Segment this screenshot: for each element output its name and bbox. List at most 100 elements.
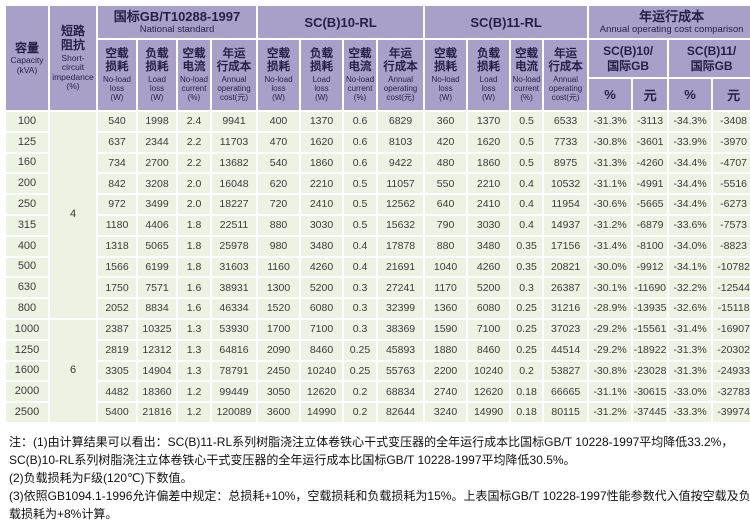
- subcol-label-en: Load loss (W): [148, 74, 166, 102]
- table-row: 250 972 3499 2.0 18227 720 2410 0.5 12562 640 2410…: [4, 193, 750, 216]
- impedance-cell: 6: [48, 317, 98, 424]
- data-cell: 12562: [376, 193, 426, 216]
- data-cell: 16048: [209, 172, 259, 196]
- data-cell: 2387: [96, 317, 138, 341]
- data-cell: 0.6: [342, 130, 379, 154]
- comparison-group-header: SC(B)10/ 国际GB: [587, 37, 670, 80]
- data-cell: 8460: [466, 338, 512, 362]
- data-cell: 2200: [423, 359, 469, 383]
- capacity-cell: 200: [4, 172, 50, 196]
- data-cell: 1.8: [176, 255, 212, 279]
- data-cell: 880: [256, 213, 302, 237]
- table-body: 100 4 540 1998 2.4 9941 400 1370 0.6 6829 360 1370 0…: [4, 110, 750, 424]
- subcol-label-zh: 空载 损耗: [267, 47, 291, 74]
- capacity-cell: 800: [4, 297, 50, 320]
- data-cell: -9912: [631, 255, 670, 279]
- data-cell: -29.2%: [587, 338, 634, 362]
- data-cell: -34.4%: [667, 151, 714, 175]
- header-group-scb10: SC(B)10-RL: [256, 4, 426, 40]
- subcol-label-en: Annual operating cost(元): [548, 74, 583, 102]
- data-cell: 540: [96, 110, 138, 133]
- data-cell: 13682: [209, 151, 259, 175]
- data-cell: 2.2: [176, 151, 212, 175]
- data-cell: 10240: [299, 359, 345, 383]
- data-cell: -6879: [631, 213, 670, 237]
- data-cell: 6080: [299, 297, 345, 320]
- impedance-cell: 4: [48, 110, 98, 320]
- data-cell: 8975: [542, 151, 590, 175]
- data-cell: -31.2%: [587, 401, 634, 424]
- data-cell: 2210: [299, 172, 345, 196]
- data-cell: 1160: [256, 255, 302, 279]
- comparison-group-header: SC(B)11/ 国际GB: [667, 37, 750, 80]
- data-cell: 0.2: [509, 359, 545, 383]
- data-cell: -31.1%: [587, 380, 634, 404]
- data-cell: 5200: [466, 276, 512, 300]
- data-cell: 0.5: [509, 130, 545, 154]
- table-header: 容量 Capacity (kVA) 短路 阻抗 Short- circuit i…: [4, 4, 750, 112]
- data-cell: 31216: [542, 297, 590, 320]
- data-cell: 37023: [542, 317, 590, 341]
- subcol-label-zh: 空载 损耗: [105, 47, 129, 74]
- data-cell: 2344: [136, 130, 178, 154]
- data-cell: 3208: [136, 172, 178, 196]
- data-cell: 2410: [299, 193, 345, 216]
- capacity-cell: 630: [4, 276, 50, 300]
- data-cell: 7100: [299, 317, 345, 341]
- data-cell: 3030: [299, 213, 345, 237]
- group-title: SC(B)11-RL: [470, 14, 542, 30]
- data-cell: 55763: [376, 359, 426, 383]
- data-cell: -33.0%: [667, 380, 714, 404]
- data-cell: 1700: [256, 317, 302, 341]
- data-cell: 0.25: [509, 297, 545, 320]
- data-cell: -39974: [711, 401, 750, 424]
- subcol-header: 空载 电流 No-load current (%): [342, 38, 379, 112]
- data-cell: 32399: [376, 297, 426, 320]
- data-cell: 22511: [209, 213, 259, 237]
- data-cell: -33.3%: [667, 401, 714, 424]
- data-cell: 8460: [299, 338, 345, 362]
- data-cell: 5200: [299, 276, 345, 300]
- data-cell: 21816: [136, 401, 178, 424]
- capacity-cell: 250: [4, 193, 50, 216]
- data-cell: 0.18: [509, 401, 545, 424]
- data-cell: 2450: [256, 359, 302, 383]
- group-title-en: Annual operating cost comparison: [599, 23, 744, 35]
- capacity-cell: 100: [4, 110, 50, 133]
- table-row: 630 1750 7571 1.6 38931 1300 5200 0.3 27241 1170 5…: [4, 276, 750, 300]
- data-cell: 1370: [466, 110, 512, 133]
- subcol-header: 负载 损耗 Load loss (W): [299, 38, 345, 112]
- data-cell: -11690: [631, 276, 670, 300]
- data-cell: 44514: [542, 338, 590, 362]
- table-row: 160 734 2700 2.2 13682 540 1860 0.6 9422 480 1860 0…: [4, 151, 750, 175]
- subcol-label-zh: 空载 电流: [182, 47, 206, 74]
- col-header-capacity: 容量 Capacity (kVA): [4, 4, 50, 112]
- col-header-impedance: 短路 阻抗 Short- circuit impedance (%): [48, 4, 98, 112]
- data-cell: 99449: [209, 380, 259, 404]
- data-cell: -30615: [631, 380, 670, 404]
- unit-header: %: [587, 77, 634, 112]
- data-cell: 12312: [136, 338, 178, 362]
- data-cell: -4260: [631, 151, 670, 175]
- data-cell: -32.2%: [667, 276, 714, 300]
- subcol-label-en: Load loss (W): [312, 74, 331, 102]
- data-cell: 14937: [542, 213, 590, 237]
- data-cell: 27241: [376, 276, 426, 300]
- data-cell: 640: [423, 193, 469, 216]
- data-cell: -4707: [711, 151, 750, 175]
- data-cell: 400: [256, 110, 302, 133]
- subcol-header: 负载 损耗 Load loss (W): [466, 38, 512, 112]
- subcol-header: 年运 行成本 Annual operating cost(元): [209, 38, 259, 112]
- unit-header: 元: [631, 77, 670, 112]
- data-cell: 0.6: [342, 110, 379, 133]
- subcol-label-en: No-load loss (W): [102, 74, 131, 102]
- data-cell: -18922: [631, 338, 670, 362]
- table-row: 1000 6 2387 10325 1.3 53930 1700 7100 0.3 38369 15…: [4, 317, 750, 424]
- data-cell: 0.5: [342, 193, 379, 216]
- data-cell: 1.6: [176, 276, 212, 300]
- data-cell: 53827: [542, 359, 590, 383]
- capacity-cell: 2500: [4, 401, 50, 424]
- data-cell: 0.2: [342, 380, 379, 404]
- capacity-cell: 1600: [4, 359, 50, 383]
